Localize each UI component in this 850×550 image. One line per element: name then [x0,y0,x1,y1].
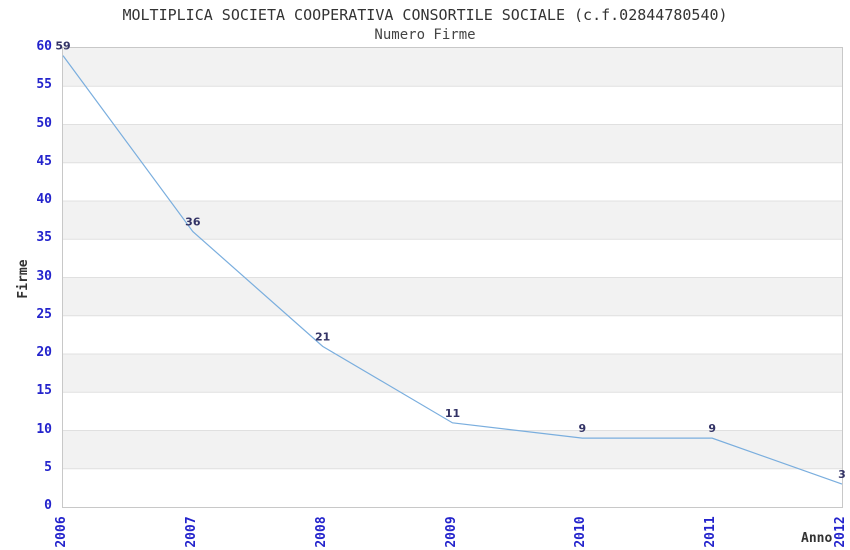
y-tick-label: 45 [36,153,52,169]
x-tick-label: 2010 [573,516,589,548]
point-label: 21 [315,330,330,343]
x-tick-label: 2011 [703,516,719,548]
point-label: 3 [838,468,846,481]
point-label: 36 [185,216,201,229]
grid-band [63,354,842,393]
x-tick-label: 2007 [183,516,199,548]
y-tick-label: 30 [36,268,52,284]
plot-area: 59 36 21 11 9 9 3 [55,40,846,508]
x-axis-label: Anno [801,531,833,546]
x-tick-label: 2006 [54,516,69,548]
point-label: 9 [708,422,716,435]
y-tick-label: 35 [36,230,52,246]
point-label: 11 [445,407,460,420]
point-label: 9 [579,422,587,435]
y-tick-label: 5 [44,459,52,475]
y-tick-label: 25 [36,306,52,322]
grid-band [63,201,842,240]
grid-band [63,48,842,87]
grid-band [63,124,842,163]
grid-band [63,277,842,316]
chart-title: MOLTIPLICA SOCIETA COOPERATIVA CONSORTIL… [122,6,728,24]
chart-subtitle: Numero Firme [374,27,476,43]
grid-band [63,430,842,469]
data-line [62,55,843,485]
y-tick-label: 55 [36,77,52,93]
y-tick-label: 50 [36,115,52,131]
y-tick-label: 40 [36,192,52,207]
y-tick-label: 0 [44,498,52,513]
x-tick-label: 2009 [443,516,459,548]
y-tick-label: 60 [36,39,52,54]
line-chart-svg: 59 36 21 11 9 9 3 [55,40,846,485]
x-tick-label: 2008 [313,516,329,548]
y-tick-label: 15 [36,383,52,399]
point-label: 59 [55,40,70,53]
x-tick-label: 2012 [833,516,848,548]
y-tick-label: 10 [36,421,52,437]
y-tick-label: 20 [36,345,52,360]
